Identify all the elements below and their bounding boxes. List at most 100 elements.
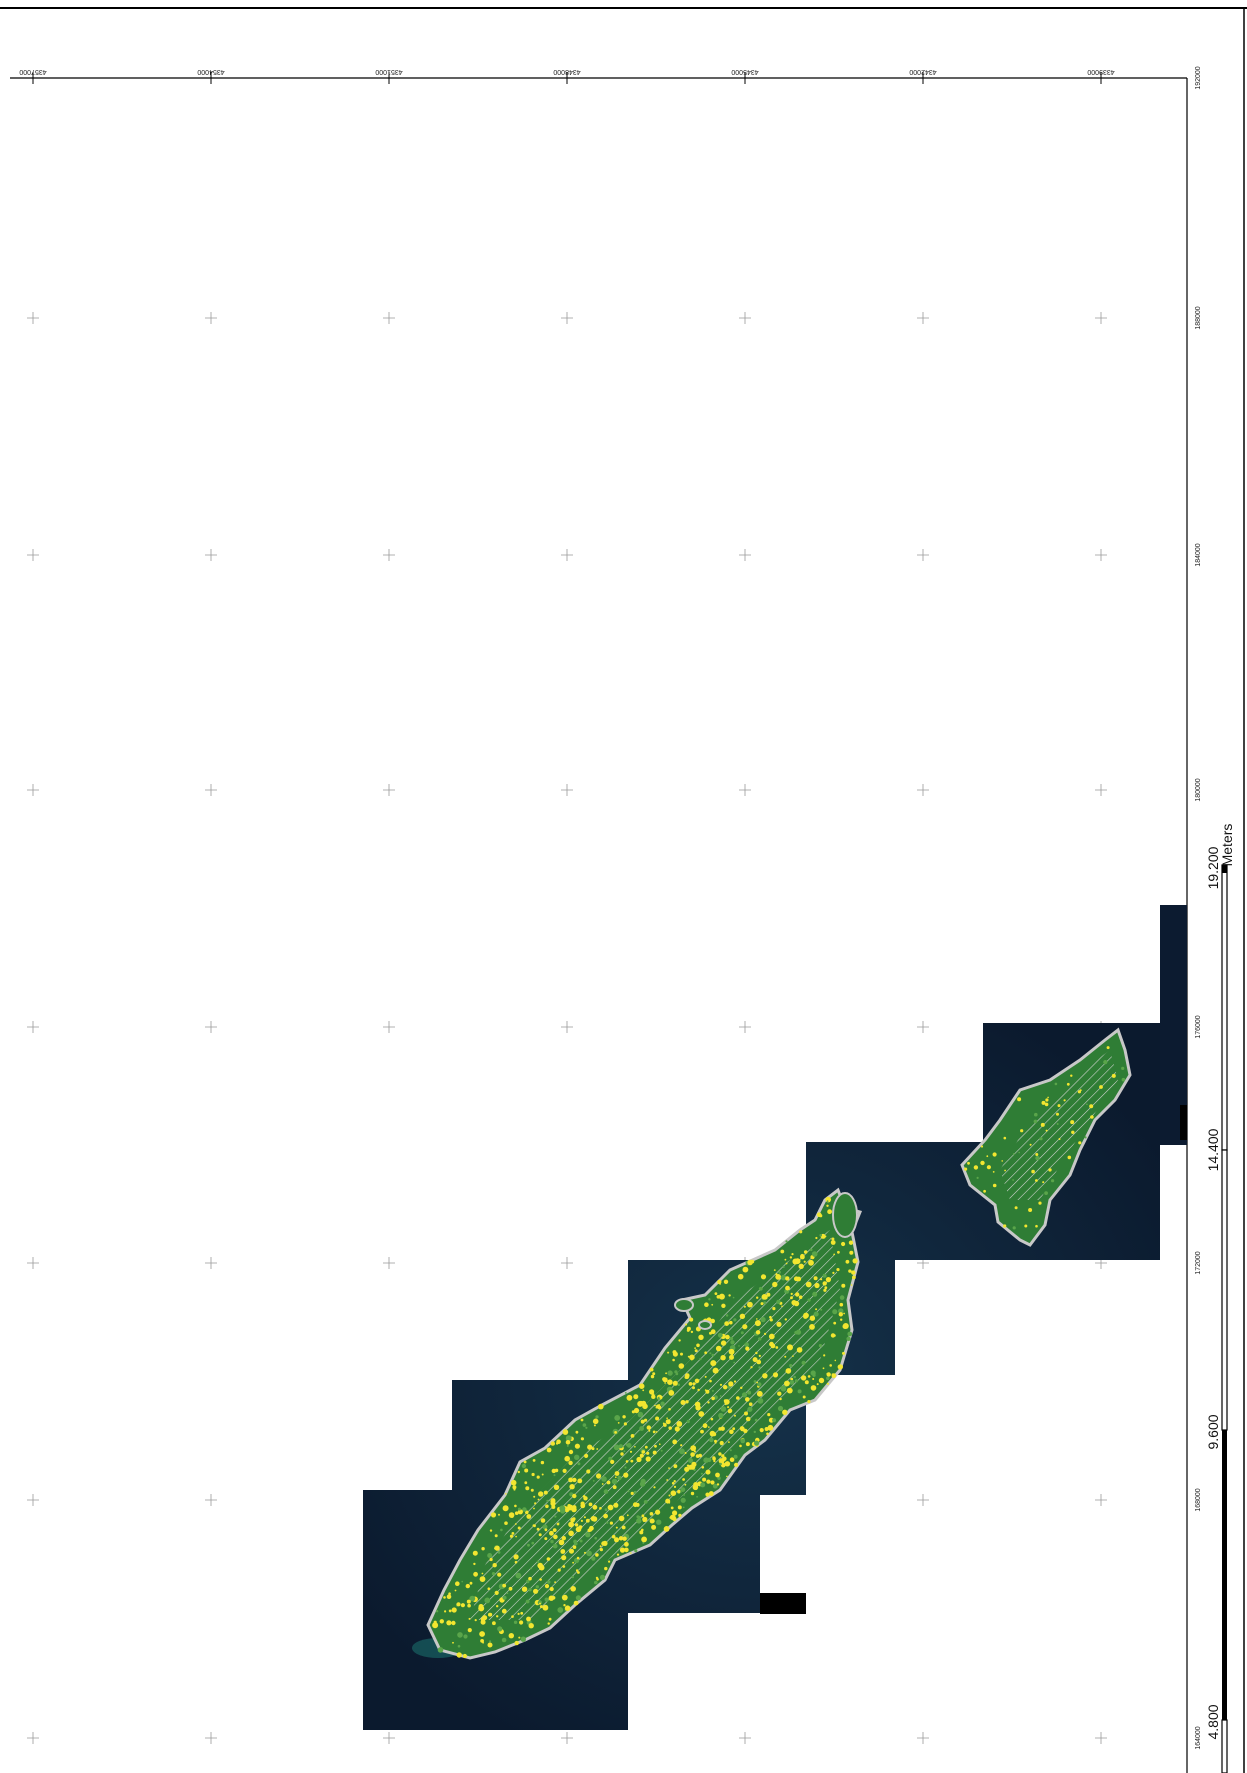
vegetation-speck bbox=[1001, 1160, 1003, 1162]
vegetation-speck bbox=[709, 1437, 714, 1443]
vegetation-speck bbox=[696, 1495, 698, 1498]
vegetation-speck bbox=[629, 1450, 633, 1453]
vegetation-speck bbox=[772, 1307, 776, 1311]
vegetation-speck bbox=[727, 1406, 730, 1409]
vegetation-speck bbox=[541, 1473, 544, 1476]
vegetation-speck bbox=[651, 1394, 656, 1400]
vegetation-speck bbox=[558, 1539, 565, 1546]
x-label: 4348000 bbox=[553, 68, 580, 75]
vegetation-speck bbox=[819, 1234, 822, 1237]
vegetation-speck bbox=[564, 1605, 571, 1611]
vegetation-speck bbox=[794, 1379, 799, 1383]
vegetation-speck bbox=[624, 1466, 627, 1469]
vegetation-speck bbox=[524, 1468, 529, 1473]
grid-cross bbox=[27, 784, 39, 796]
vegetation-speck bbox=[784, 1380, 790, 1387]
vegetation-speck bbox=[733, 1361, 736, 1364]
vegetation-speck bbox=[830, 1240, 836, 1245]
vegetation-speck bbox=[557, 1568, 561, 1572]
vegetation-speck bbox=[712, 1457, 716, 1461]
vegetation-speck bbox=[720, 1340, 727, 1346]
vegetation-speck bbox=[1086, 1103, 1088, 1106]
vegetation-speck bbox=[734, 1462, 739, 1467]
vegetation-speck bbox=[633, 1407, 640, 1414]
vegetation-speck bbox=[654, 1444, 657, 1448]
vegetation-speck bbox=[497, 1626, 503, 1632]
grid-cross bbox=[739, 1021, 751, 1033]
vegetation-speck bbox=[1071, 1130, 1075, 1135]
vegetation-speck bbox=[757, 1382, 762, 1387]
vegetation-speck bbox=[638, 1383, 645, 1389]
vegetation-speck bbox=[852, 1275, 856, 1280]
vegetation-speck bbox=[666, 1479, 669, 1481]
vegetation-speck bbox=[619, 1547, 626, 1553]
vegetation-speck bbox=[435, 1610, 439, 1613]
vegetation-speck bbox=[644, 1418, 648, 1422]
x-label: 4357000 bbox=[19, 68, 46, 75]
vegetation-speck bbox=[708, 1426, 710, 1428]
y-label: 180000 bbox=[1195, 778, 1202, 801]
vegetation-speck bbox=[758, 1337, 762, 1341]
vegetation-speck bbox=[1038, 1201, 1042, 1205]
vegetation-speck bbox=[535, 1585, 539, 1589]
vegetation-speck bbox=[662, 1377, 668, 1383]
vegetation-speck bbox=[487, 1642, 493, 1648]
vegetation-speck bbox=[705, 1492, 710, 1497]
vegetation-speck bbox=[825, 1277, 832, 1283]
vegetation-speck bbox=[567, 1504, 571, 1508]
vegetation-speck bbox=[812, 1291, 818, 1297]
vegetation-speck bbox=[775, 1274, 782, 1280]
vegetation-speck bbox=[685, 1400, 689, 1404]
scale-bar-segment bbox=[1221, 1149, 1228, 1431]
vegetation-speck bbox=[446, 1594, 452, 1599]
vegetation-speck bbox=[446, 1620, 452, 1626]
vegetation-speck bbox=[636, 1515, 640, 1519]
vegetation-speck bbox=[702, 1423, 708, 1429]
vegetation-speck bbox=[480, 1639, 484, 1643]
vegetation-speck bbox=[599, 1574, 606, 1580]
vegetation-speck bbox=[701, 1466, 705, 1469]
vegetation-speck bbox=[505, 1493, 507, 1495]
vegetation-speck bbox=[461, 1580, 464, 1583]
secondary-island-hatch bbox=[1000, 1050, 1118, 1200]
vegetation-speck bbox=[766, 1292, 771, 1297]
vegetation-speck bbox=[692, 1484, 699, 1491]
vegetation-speck bbox=[728, 1441, 730, 1443]
vegetation-speck bbox=[820, 1278, 823, 1281]
vegetation-speck bbox=[586, 1550, 592, 1557]
vegetation-speck bbox=[803, 1260, 806, 1263]
vegetation-speck bbox=[472, 1550, 478, 1556]
vegetation-speck bbox=[603, 1513, 608, 1519]
vegetation-speck bbox=[725, 1334, 730, 1340]
vegetation-speck bbox=[736, 1396, 740, 1400]
vegetation-speck bbox=[822, 1367, 825, 1370]
vegetation-speck bbox=[521, 1463, 527, 1469]
grid-cross bbox=[205, 1732, 217, 1744]
vegetation-speck bbox=[744, 1411, 748, 1416]
vegetation-speck bbox=[469, 1595, 476, 1602]
vegetation-speck bbox=[652, 1372, 656, 1376]
vegetation-speck bbox=[671, 1481, 675, 1485]
vegetation-speck bbox=[740, 1438, 746, 1444]
vegetation-speck bbox=[718, 1452, 722, 1456]
vegetation-speck bbox=[812, 1373, 816, 1377]
vegetation-speck bbox=[546, 1499, 549, 1503]
grid-cross bbox=[917, 784, 929, 796]
x-label: 4345000 bbox=[731, 68, 758, 75]
vegetation-speck bbox=[734, 1414, 736, 1417]
vegetation-speck bbox=[809, 1248, 813, 1252]
vegetation-speck bbox=[964, 1167, 968, 1171]
vegetation-speck bbox=[488, 1612, 492, 1617]
vegetation-speck bbox=[672, 1439, 678, 1445]
grid-cross bbox=[561, 784, 573, 796]
vegetation-speck bbox=[660, 1449, 663, 1452]
vegetation-speck bbox=[716, 1483, 720, 1486]
vegetation-speck bbox=[546, 1580, 551, 1584]
vegetation-speck bbox=[539, 1602, 541, 1605]
grid-cross bbox=[561, 1021, 573, 1033]
vegetation-speck bbox=[536, 1527, 540, 1531]
vegetation-speck bbox=[836, 1268, 840, 1272]
vegetation-speck bbox=[517, 1507, 521, 1511]
vegetation-speck bbox=[1003, 1224, 1007, 1228]
vegetation-speck bbox=[575, 1526, 582, 1533]
